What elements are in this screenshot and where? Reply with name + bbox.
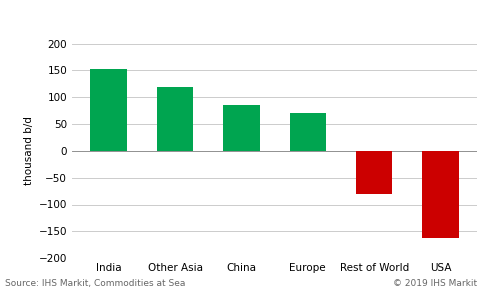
Text: © 2019 IHS Markit: © 2019 IHS Markit bbox=[393, 279, 477, 288]
Bar bbox=[422, 151, 459, 238]
Y-axis label: thousand b/d: thousand b/d bbox=[25, 116, 35, 185]
Text: Source: IHS Markit, Commodities at Sea: Source: IHS Markit, Commodities at Sea bbox=[5, 279, 185, 288]
Bar bbox=[157, 87, 193, 151]
Text: Changes in Iraqi crude oil exports, 2019 (Jan-May) vs 2018: Changes in Iraqi crude oil exports, 2019… bbox=[6, 13, 418, 26]
Bar bbox=[356, 151, 392, 194]
Bar bbox=[223, 105, 260, 151]
Bar bbox=[91, 69, 127, 151]
Bar bbox=[290, 113, 326, 151]
